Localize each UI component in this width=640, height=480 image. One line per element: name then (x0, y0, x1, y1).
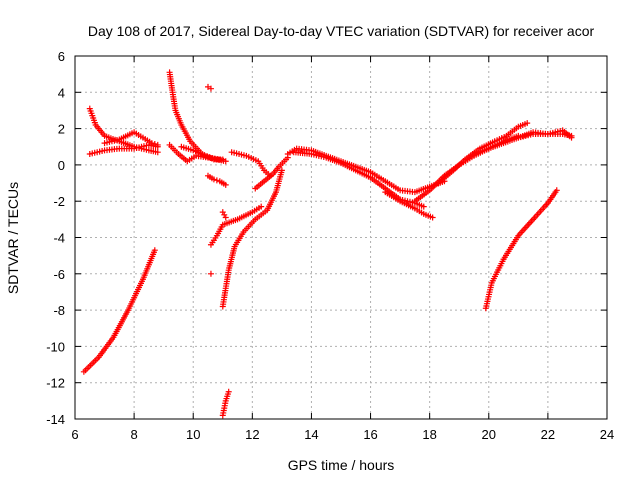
x-tick-label: 16 (363, 427, 377, 442)
data-point (524, 120, 531, 127)
chart-title: Day 108 of 2017, Sidereal Day-to-day VTE… (88, 23, 595, 39)
y-axis-label: SDTVAR / TECUs (5, 182, 21, 294)
grid (74, 55, 608, 420)
x-tick-label: 8 (130, 427, 137, 442)
series-arc-11.5-bump (228, 149, 274, 179)
series-arc-low-rising (80, 247, 158, 375)
series-arc-bump-8 (101, 129, 161, 148)
x-tick-label: 12 (245, 427, 259, 442)
series-arc-flat-morning (86, 141, 161, 158)
x-tick-label: 10 (186, 427, 200, 442)
y-tick-label: -14 (46, 412, 65, 427)
data-point (429, 214, 436, 221)
x-tick-label: 20 (482, 427, 496, 442)
x-axis-label: GPS time / hours (288, 457, 395, 473)
series-arc-11.2-2.7 (219, 209, 229, 221)
series-arc-10.6-rise (207, 203, 265, 248)
data-point (222, 158, 229, 165)
series-arc-deep-11 (219, 388, 232, 419)
x-tick-label: 24 (600, 427, 614, 442)
x-tick-label: 22 (541, 427, 555, 442)
data-point (222, 181, 229, 188)
data-point (210, 176, 217, 183)
data-point (225, 388, 232, 395)
data-points (80, 69, 575, 419)
series-arc-main-afternoon-b (290, 149, 427, 210)
y-tick-label: 6 (58, 49, 65, 64)
y-tick-label: 0 (58, 158, 65, 173)
data-point (219, 209, 226, 216)
data-point (154, 149, 161, 156)
y-tick-label: 4 (58, 85, 65, 100)
x-tick-label: 18 (422, 427, 436, 442)
series-arc-11-rise (219, 167, 285, 310)
data-point (568, 134, 575, 141)
y-tick-label: -4 (53, 231, 65, 246)
data-point (154, 141, 161, 148)
data-point (213, 177, 220, 184)
data-point (207, 270, 214, 277)
series-arc-late-flat (515, 127, 575, 141)
x-tick-label: 6 (71, 427, 78, 442)
y-tick-label: -6 (53, 267, 65, 282)
data-point (207, 85, 214, 92)
y-tick-label: 2 (58, 122, 65, 137)
data-point (148, 140, 155, 147)
y-tick-label: -10 (46, 339, 65, 354)
data-point (151, 247, 158, 254)
series-isolated-10.5 (205, 83, 214, 92)
data-point (151, 141, 158, 148)
series-arc-dip-18 (382, 189, 436, 221)
data-point (278, 167, 285, 174)
data-point (222, 214, 229, 221)
data-point (221, 211, 228, 218)
series-isolated-10.6 (207, 270, 214, 277)
series-arc-short-10.5 (205, 172, 229, 188)
data-point (258, 203, 265, 210)
series-arc-12.5-V (252, 154, 291, 192)
series-arc-late-rise (482, 187, 560, 312)
series-arc-10-mid (178, 143, 229, 165)
data-point (553, 187, 560, 194)
y-tick-label: -12 (46, 376, 65, 391)
data-point (420, 203, 427, 210)
y-tick-label: -2 (53, 194, 65, 209)
y-tick-label: -8 (53, 303, 65, 318)
x-tick-label: 14 (304, 427, 318, 442)
